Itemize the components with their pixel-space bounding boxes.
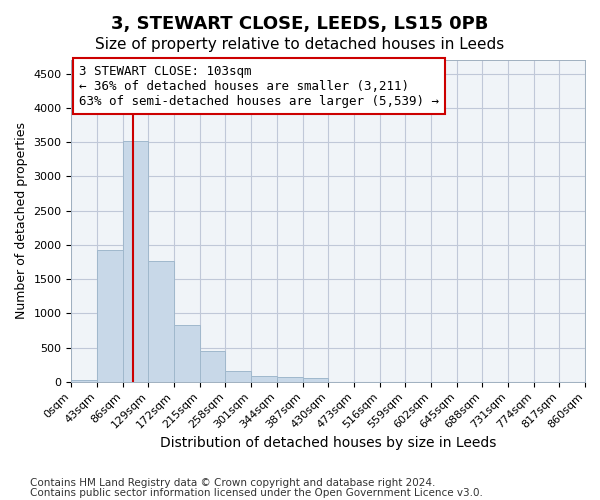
Bar (302, 378, 328, 382)
Bar (277, 378, 302, 382)
Bar (251, 376, 277, 382)
Bar (148, 262, 174, 382)
Bar (174, 325, 200, 382)
Text: Contains public sector information licensed under the Open Government Licence v3: Contains public sector information licen… (30, 488, 483, 498)
Text: 3 STEWART CLOSE: 103sqm
← 36% of detached houses are smaller (3,211)
63% of semi: 3 STEWART CLOSE: 103sqm ← 36% of detache… (79, 64, 439, 108)
Text: 3, STEWART CLOSE, LEEDS, LS15 0PB: 3, STEWART CLOSE, LEEDS, LS15 0PB (112, 15, 488, 33)
Bar (123, 141, 148, 382)
Text: Contains HM Land Registry data © Crown copyright and database right 2024.: Contains HM Land Registry data © Crown c… (30, 478, 436, 488)
Bar (71, 380, 97, 382)
Text: Size of property relative to detached houses in Leeds: Size of property relative to detached ho… (95, 38, 505, 52)
X-axis label: Distribution of detached houses by size in Leeds: Distribution of detached houses by size … (160, 436, 496, 450)
Y-axis label: Number of detached properties: Number of detached properties (15, 122, 28, 320)
Bar (226, 371, 251, 382)
Bar (200, 351, 226, 382)
Bar (97, 250, 123, 382)
